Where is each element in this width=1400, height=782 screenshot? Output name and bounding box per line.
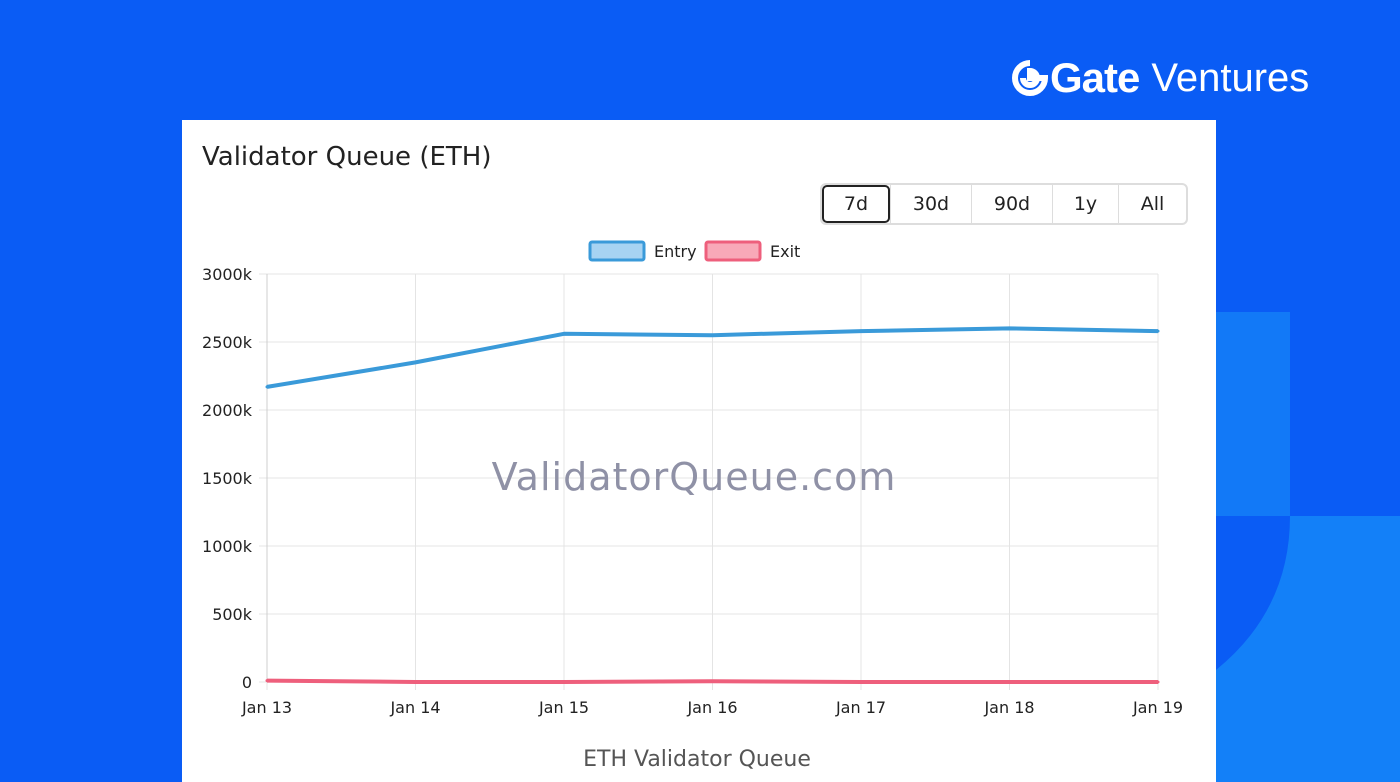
legend-label-exit: Exit — [770, 242, 800, 261]
range-button-30d[interactable]: 30d — [890, 185, 971, 223]
gate-logo-icon — [1012, 60, 1048, 96]
data-point-exit — [1156, 680, 1160, 684]
y-tick-label: 1000k — [202, 537, 253, 556]
y-tick-label: 1500k — [202, 469, 253, 488]
legend-swatch-exit — [704, 240, 762, 262]
range-button-all[interactable]: All — [1118, 185, 1186, 223]
data-point-exit — [414, 680, 417, 684]
x-axis-title: ETH Validator Queue — [583, 747, 811, 772]
y-tick-label: 0 — [242, 673, 252, 692]
x-tick-label: Jan 14 — [389, 698, 440, 717]
data-point-entry — [414, 360, 417, 364]
data-point-entry — [1008, 326, 1011, 330]
data-point-exit — [562, 680, 566, 684]
legend-swatch-entry — [588, 240, 646, 262]
validator-queue-chart: 3000k 2500k 2000k 1500k 1000k 500k 0 Jan 13 Jan … — [202, 240, 1183, 772]
data-point-entry — [859, 329, 863, 333]
range-button-1y[interactable]: 1y — [1052, 185, 1118, 223]
legend-label-entry: Entry — [654, 242, 697, 261]
gate-ventures-logo: Gate Ventures — [1012, 56, 1309, 100]
data-point-entry — [1156, 329, 1160, 333]
range-button-7d[interactable]: 7d — [822, 185, 890, 223]
y-tick-label: 500k — [212, 605, 253, 624]
data-point-exit — [1008, 680, 1011, 684]
y-tick-label: 2000k — [202, 401, 253, 420]
range-selector: 7d 30d 90d 1y All — [820, 183, 1188, 225]
data-point-entry — [711, 333, 714, 337]
data-point-entry — [265, 385, 269, 389]
x-tick-label: Jan 19 — [1132, 698, 1183, 717]
x-tick-label: Jan 15 — [538, 698, 589, 717]
y-tick-label: 3000k — [202, 265, 253, 284]
data-point-entry — [562, 332, 566, 336]
brand-name: Gate — [1050, 54, 1140, 101]
card-title: Validator Queue (ETH) — [202, 142, 492, 172]
data-point-exit — [711, 679, 714, 683]
brand-sub: Ventures — [1151, 56, 1310, 100]
x-tick-label: Jan 13 — [241, 698, 292, 717]
x-tick-label: Jan 16 — [686, 698, 737, 717]
range-button-90d[interactable]: 90d — [971, 185, 1052, 223]
data-point-exit — [265, 679, 269, 683]
watermark-text: ValidatorQueue.com — [492, 455, 897, 499]
x-tick-label: Jan 17 — [835, 698, 886, 717]
x-tick-label: Jan 18 — [983, 698, 1034, 717]
y-tick-label: 2500k — [202, 333, 253, 352]
chart-card: Validator Queue (ETH) 7d 30d 90d 1y All … — [182, 120, 1216, 782]
data-point-exit — [859, 680, 863, 684]
